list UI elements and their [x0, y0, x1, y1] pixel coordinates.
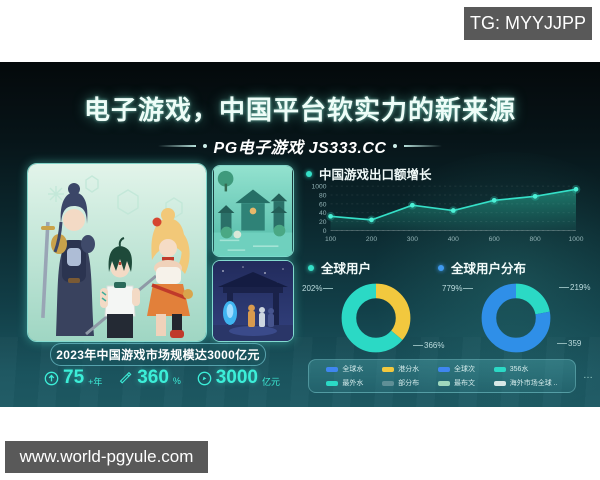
- legend-label: 港分水: [398, 366, 420, 373]
- bullet-dot-icon: [306, 170, 312, 177]
- distribution-donut-title-text: 全球用户分布: [451, 262, 527, 276]
- polearm-boy-figure: [85, 237, 165, 338]
- palace-landscape-image: [213, 166, 293, 256]
- legend-label: 全球次: [453, 366, 475, 373]
- legend-swatch: [437, 380, 450, 386]
- stat-growth: 360 %: [118, 367, 181, 389]
- subtitle-ornament-line: [404, 145, 443, 147]
- legend-label: 最外水: [342, 380, 364, 387]
- stat-market: 3000 亿元: [197, 367, 280, 389]
- legend-column: 356水 海外市场全球 ..: [493, 364, 558, 388]
- users-donut-chart: 202% 366%: [302, 275, 452, 367]
- legend-item: 港分水: [382, 364, 419, 374]
- legend-item: 全球水: [326, 364, 363, 374]
- users-donut-ring: [341, 283, 411, 353]
- legend-more-ellipsis[interactable]: …: [583, 370, 594, 381]
- subtitle-ornament-dot: [393, 144, 398, 148]
- donut-label: 202%: [302, 284, 334, 293]
- subtitle-ornament-dot: [202, 144, 207, 148]
- legend-swatch: [493, 366, 506, 372]
- gate-battle-image: [213, 261, 293, 341]
- legend-label: 全球水: [342, 366, 364, 373]
- legend-label: 部分布: [398, 380, 420, 387]
- stat-suffix: %: [172, 376, 181, 386]
- website-badge[interactable]: www.world-pgyule.com: [5, 441, 208, 473]
- legend-swatch: [382, 366, 395, 372]
- svg-text:60: 60: [319, 201, 327, 208]
- legend-swatch: [326, 366, 339, 372]
- gate-battle-card: [212, 260, 294, 342]
- svg-text:80: 80: [319, 193, 327, 200]
- donut-legend: 全球水 最外水 港分水 部分布: [308, 359, 576, 393]
- svg-text:200: 200: [366, 236, 377, 243]
- subtitle-ornament-line: [157, 145, 196, 147]
- bullet-dot-icon: [438, 264, 444, 271]
- donut-label: 366%: [412, 341, 444, 350]
- palace-landscape-card: [212, 165, 294, 257]
- bullet-dot-icon: [308, 264, 314, 271]
- stat-suffix: 亿元: [261, 376, 280, 387]
- legend-column: 港分水 部分布: [382, 364, 419, 388]
- page-subtitle: PG电子游戏 JS333.CC: [213, 140, 387, 157]
- svg-text:40: 40: [319, 210, 327, 217]
- pencil-icon: [119, 371, 132, 384]
- svg-text:800: 800: [530, 236, 541, 243]
- warrior-figure: [41, 183, 95, 336]
- legend-swatch: [493, 380, 506, 386]
- svg-text:300: 300: [407, 236, 418, 243]
- donut-label: 219%: [558, 283, 590, 292]
- stat-years: 75 +年: [44, 367, 102, 389]
- svg-text:20: 20: [319, 219, 327, 226]
- stat-value: 360: [137, 367, 169, 388]
- page-title: 电子游戏，中国平台软实力的新来源: [83, 95, 516, 125]
- svg-text:400: 400: [448, 236, 459, 243]
- export-chart-title-text: 中国游戏出口额增长: [319, 168, 432, 182]
- stat-suffix: +年: [88, 376, 103, 387]
- legend-item: 最外水: [326, 378, 363, 388]
- gauge-circle-icon: [197, 371, 212, 385]
- subtitle-row: PG电子游戏 JS333.CC: [0, 134, 600, 158]
- archer-girl-figure: [147, 208, 193, 338]
- characters-illustration-card: [27, 163, 207, 342]
- stat-value: 3000: [215, 367, 258, 388]
- growth-circle-icon: [44, 371, 59, 385]
- legend-item: 最布文: [437, 378, 475, 388]
- svg-text:1000: 1000: [569, 236, 584, 243]
- distribution-donut-chart: 779% 219% 359: [442, 275, 592, 367]
- legend-label: 356水: [509, 366, 529, 373]
- svg-text:1000: 1000: [312, 184, 327, 191]
- main-canvas: 电子游戏，中国平台软实力的新来源 PG电子游戏 JS333.CC: [0, 62, 600, 407]
- svg-text:600: 600: [489, 236, 500, 243]
- distribution-donut-title: 全球用户分布: [438, 258, 526, 277]
- legend-item: 海外市场全球 ..: [493, 378, 558, 388]
- distribution-donut-ring: [481, 283, 551, 353]
- svg-text:0: 0: [323, 228, 327, 235]
- legend-label: 最布文: [453, 380, 475, 387]
- legend-item: 全球次: [437, 364, 475, 374]
- donut-label: 779%: [442, 284, 474, 293]
- characters-illustration: [28, 164, 206, 341]
- legend-swatch: [326, 380, 339, 386]
- export-chart-title: 中国游戏出口额增长: [306, 164, 432, 183]
- users-donut-title-text: 全球用户: [321, 262, 372, 276]
- stat-value: 75: [63, 367, 85, 388]
- stats-row: 75 +年 360 % 3000 亿元: [44, 367, 280, 389]
- svg-text:100: 100: [325, 236, 336, 243]
- telegram-badge[interactable]: TG: MYYJJPP: [464, 7, 592, 40]
- legend-item: 356水: [493, 364, 558, 374]
- donut-label: 359: [556, 339, 581, 348]
- legend-column: 全球水 最外水: [326, 364, 363, 388]
- legend-item: 部分布: [382, 378, 419, 388]
- users-donut-title: 全球用户: [308, 258, 371, 277]
- legend-label: 海外市场全球 ..: [509, 380, 558, 387]
- legend-swatch: [437, 366, 450, 372]
- market-size-banner: 2023年中国游戏市场规模达3000亿元: [50, 343, 266, 366]
- legend-swatch: [382, 380, 395, 386]
- legend-column: 全球次 最布文: [437, 364, 475, 388]
